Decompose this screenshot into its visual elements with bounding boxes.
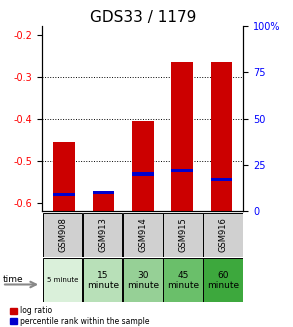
Bar — [132, 172, 154, 176]
Bar — [132, 121, 154, 211]
Bar — [123, 258, 163, 302]
Bar — [163, 258, 203, 302]
Text: 45
minute: 45 minute — [167, 271, 199, 290]
Bar — [53, 193, 75, 196]
Text: 60
minute: 60 minute — [207, 271, 239, 290]
Legend: log ratio, percentile rank within the sample: log ratio, percentile rank within the sa… — [10, 306, 149, 326]
Bar — [171, 62, 193, 211]
Title: GDS33 / 1179: GDS33 / 1179 — [90, 10, 196, 25]
Text: time: time — [3, 275, 23, 284]
Bar — [53, 142, 75, 211]
Text: GSM915: GSM915 — [178, 217, 188, 252]
Bar — [93, 192, 114, 211]
Bar — [43, 213, 82, 257]
Text: GSM916: GSM916 — [219, 217, 228, 252]
Text: 15
minute: 15 minute — [87, 271, 119, 290]
Bar — [203, 258, 243, 302]
Bar — [171, 169, 193, 172]
Text: 30
minute: 30 minute — [127, 271, 159, 290]
Text: GSM908: GSM908 — [58, 217, 67, 252]
Bar — [211, 178, 232, 181]
Bar — [83, 258, 122, 302]
Bar — [211, 62, 232, 211]
Bar — [43, 258, 82, 302]
Bar — [203, 213, 243, 257]
Bar — [123, 213, 163, 257]
Text: GSM913: GSM913 — [98, 217, 107, 252]
Text: GSM914: GSM914 — [138, 217, 147, 252]
Bar — [163, 213, 203, 257]
Bar — [83, 213, 122, 257]
Text: 5 minute: 5 minute — [47, 277, 78, 284]
Bar — [93, 191, 114, 194]
